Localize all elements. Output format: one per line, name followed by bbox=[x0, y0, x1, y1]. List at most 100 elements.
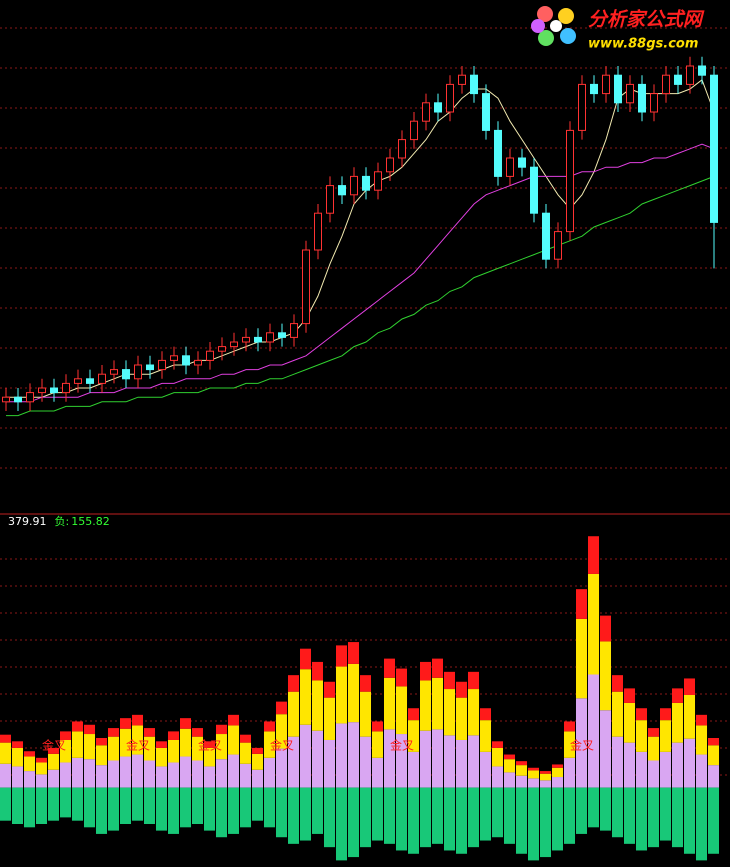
candle-body bbox=[686, 65, 694, 85]
cross-label: 金叉 bbox=[570, 738, 594, 753]
bar-segment bbox=[384, 729, 395, 788]
candle-body bbox=[374, 171, 382, 191]
candle-body bbox=[62, 382, 70, 394]
bar-segment bbox=[288, 675, 299, 692]
negative-bar bbox=[312, 787, 323, 834]
bar-segment bbox=[132, 725, 143, 755]
bar-segment bbox=[444, 735, 455, 788]
candle-body bbox=[638, 83, 646, 113]
bar-segment bbox=[12, 747, 23, 767]
bar-segment bbox=[540, 773, 551, 781]
bar-segment bbox=[660, 751, 671, 788]
bar-segment bbox=[276, 701, 287, 715]
bar-segment bbox=[240, 734, 251, 743]
bar-segment bbox=[648, 736, 659, 761]
negative-bar bbox=[180, 787, 191, 828]
bar-segment bbox=[60, 739, 71, 763]
candle-body bbox=[362, 175, 370, 191]
bar-segment bbox=[420, 730, 431, 788]
bar-segment bbox=[408, 720, 419, 752]
negative-bar bbox=[360, 787, 371, 848]
candle-body bbox=[458, 74, 466, 85]
candle-body bbox=[422, 102, 430, 122]
bar-segment bbox=[684, 695, 695, 739]
bar-segment bbox=[0, 734, 11, 743]
bar-segment bbox=[660, 708, 671, 721]
negative-bar bbox=[420, 787, 431, 848]
negative-bar bbox=[492, 787, 503, 838]
negative-bar bbox=[672, 787, 683, 848]
candle-body bbox=[146, 364, 154, 371]
bar-segment bbox=[504, 772, 515, 788]
bar-segment bbox=[240, 742, 251, 764]
bar-segment bbox=[192, 760, 203, 788]
candle-body bbox=[494, 129, 502, 177]
candle-body bbox=[602, 74, 610, 95]
bar-segment bbox=[156, 766, 167, 788]
bar-segment bbox=[156, 747, 167, 767]
bar-segment bbox=[456, 739, 467, 788]
bar-segment bbox=[168, 762, 179, 788]
bar-segment bbox=[300, 648, 311, 670]
bar-segment bbox=[228, 754, 239, 788]
candle-body bbox=[242, 336, 250, 343]
bar-segment bbox=[504, 759, 515, 773]
negative-bar bbox=[540, 787, 551, 858]
candle-body bbox=[650, 93, 658, 113]
candle-body bbox=[398, 139, 406, 159]
bar-segment bbox=[408, 708, 419, 721]
candle-body bbox=[698, 65, 706, 76]
candle-body bbox=[518, 157, 526, 168]
bar-segment bbox=[612, 691, 623, 737]
bar-segment bbox=[312, 661, 323, 681]
cross-label: 金叉 bbox=[390, 738, 414, 753]
bar-segment bbox=[192, 728, 203, 737]
cross-label: 金叉 bbox=[42, 738, 66, 753]
bar-segment bbox=[588, 573, 599, 675]
bar-segment bbox=[708, 745, 719, 766]
bar-segment bbox=[552, 767, 563, 778]
cross-label: 金叉 bbox=[270, 738, 294, 753]
bar-segment bbox=[36, 774, 47, 788]
cross-label: 金叉 bbox=[126, 738, 150, 753]
negative-bar bbox=[588, 787, 599, 828]
readout-value: 379.91 bbox=[8, 515, 47, 528]
logo bbox=[531, 6, 576, 46]
bar-segment bbox=[204, 766, 215, 788]
negative-bar bbox=[408, 787, 419, 854]
bar-segment bbox=[492, 741, 503, 748]
bar-segment bbox=[72, 757, 83, 788]
bar-segment bbox=[396, 668, 407, 687]
bar-segment bbox=[264, 731, 275, 758]
candle-body bbox=[470, 74, 478, 95]
bar-segment bbox=[168, 739, 179, 763]
bar-segment bbox=[348, 642, 359, 664]
bar-segment bbox=[336, 723, 347, 788]
bar-segment bbox=[108, 736, 119, 761]
negative-bar bbox=[396, 787, 407, 851]
bar-segment bbox=[492, 747, 503, 767]
bar-segment bbox=[528, 778, 539, 788]
bar-segment bbox=[648, 728, 659, 737]
negative-bar bbox=[504, 787, 515, 844]
bar-segment bbox=[48, 769, 59, 788]
bar-segment bbox=[636, 751, 647, 788]
bar-segment bbox=[276, 714, 287, 749]
bar-segment bbox=[492, 766, 503, 788]
candle-body bbox=[578, 83, 586, 131]
bar-segment bbox=[576, 589, 587, 619]
negative-bar bbox=[12, 787, 23, 824]
bar-segment bbox=[36, 757, 47, 763]
bar-segment bbox=[708, 738, 719, 746]
bar-segment bbox=[396, 686, 407, 735]
bar-segment bbox=[552, 764, 563, 768]
negative-bar bbox=[564, 787, 575, 844]
negative-bar bbox=[348, 787, 359, 858]
candle-body bbox=[158, 359, 166, 371]
bar-segment bbox=[540, 780, 551, 788]
bar-segment bbox=[120, 728, 131, 757]
negative-bar bbox=[648, 787, 659, 848]
bar-segment bbox=[324, 739, 335, 788]
logo-title: 分析家公式网 bbox=[588, 9, 705, 31]
negative-bar bbox=[576, 787, 587, 834]
